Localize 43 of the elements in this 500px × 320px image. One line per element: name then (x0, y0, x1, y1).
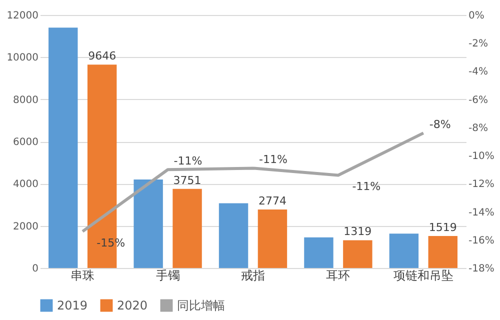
data-label: 9646 (88, 50, 116, 63)
bar (218, 203, 248, 268)
bar (343, 240, 372, 268)
y-tick-label: 4000 (13, 179, 38, 190)
legend-label: 2020 (117, 298, 148, 313)
data-label: 1319 (344, 225, 372, 238)
y-tick-label: 8000 (13, 94, 38, 106)
y-tick-label: 0 (32, 264, 38, 274)
y2-tick-label: -8% (468, 122, 488, 134)
x-tick-label: 耳环 (326, 268, 350, 282)
y2-tick-label: -16% (468, 235, 494, 246)
data-label: -11% (174, 154, 202, 168)
y-tick-label: 12000 (6, 10, 38, 22)
data-label: -8% (429, 118, 451, 132)
y2-tick-label: -6% (468, 94, 488, 106)
x-tick-label: 串珠 (70, 268, 95, 282)
x-tick-label: 手镯 (156, 268, 180, 282)
legend-label: 2019 (57, 298, 88, 313)
bar (428, 236, 458, 268)
y2-tick-label: -2% (468, 38, 488, 50)
bar (389, 234, 419, 268)
y2-tick-label: 0% (468, 10, 484, 22)
x-tick-label: 项链和吊坠 (393, 268, 454, 282)
y2-tick-label: -14% (468, 207, 494, 218)
bar (134, 179, 163, 268)
y-tick-label: 2000 (13, 221, 38, 232)
y2-tick-label: -4% (468, 66, 488, 78)
y2-tick-label: -12% (468, 179, 494, 190)
bar (172, 188, 202, 268)
bar (258, 210, 288, 268)
y2-tick-label: -18% (468, 264, 494, 274)
legend-label: 同比增幅 (177, 298, 225, 313)
data-label: 1519 (428, 220, 457, 234)
data-label: 2774 (258, 194, 286, 208)
y-tick-label: 6000 (13, 137, 38, 148)
data-label: 3751 (173, 174, 202, 187)
x-tick-label: 戒指 (241, 268, 265, 282)
y-tick-label: 10000 (6, 52, 38, 64)
y2-tick-label: -10% (468, 151, 494, 162)
data-label: -11% (259, 153, 288, 166)
data-label: -11% (352, 180, 381, 194)
bar (304, 237, 334, 268)
bar (48, 28, 78, 268)
